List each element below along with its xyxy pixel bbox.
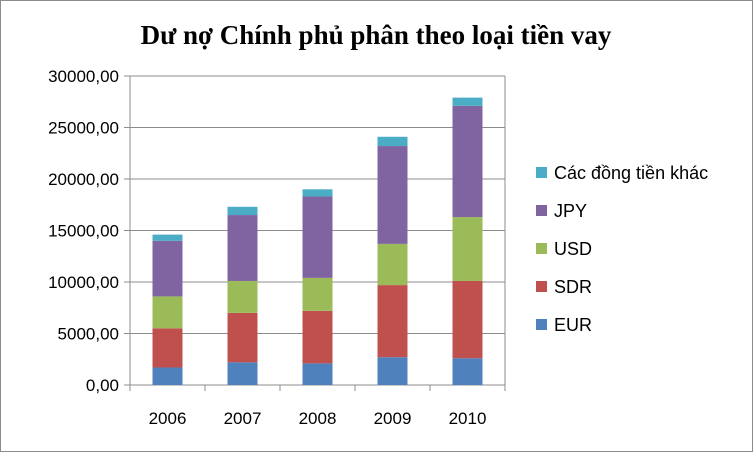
- bar-usd-2008: [302, 277, 333, 311]
- bar-eur-2006: [152, 367, 183, 385]
- bar-các-đồng-tiền-khác-2009: [377, 136, 408, 147]
- y-tick-label: 30000,00: [48, 67, 119, 86]
- bar-usd-2006: [152, 296, 183, 329]
- bar-jpy-2007: [227, 215, 258, 281]
- bar-usd-2007: [227, 280, 258, 313]
- y-tick-label: 10000,00: [48, 273, 119, 292]
- bar-usd-2009: [377, 243, 408, 286]
- bar-usd-2010: [452, 217, 483, 281]
- y-tick-label: 25000,00: [48, 119, 119, 138]
- bar-sdr-2008: [302, 310, 333, 364]
- bar-jpy-2008: [302, 196, 333, 278]
- legend-label: JPY: [554, 201, 587, 221]
- bar-jpy-2010: [452, 105, 483, 218]
- x-tick-label: 2006: [149, 409, 187, 428]
- bar-jpy-2006: [152, 240, 183, 297]
- chart-title: Dư nợ Chính phủ phân theo loại tiền vay: [141, 20, 612, 50]
- y-tick-label: 20000,00: [48, 170, 119, 189]
- legend-swatch-jpy: [536, 205, 547, 216]
- legend: Các đồng tiền khác JPY USD SDR EUR: [536, 163, 708, 335]
- bar-sdr-2009: [377, 285, 408, 358]
- legend-swatch-sdr: [536, 281, 547, 292]
- bar-sdr-2007: [227, 312, 258, 363]
- y-tick-label: 15000,00: [48, 222, 119, 241]
- legend-label: SDR: [554, 277, 592, 297]
- legend-label: EUR: [554, 315, 592, 335]
- y-tick-label: 5000,00: [58, 325, 119, 344]
- bar-eur-2008: [302, 363, 333, 385]
- y-axis: 0,00 5000,00 10000,00 15000,00 20000,00 25000…: [48, 67, 130, 395]
- gridlines: [130, 75, 505, 334]
- legend-label: Các đồng tiền khác: [554, 163, 708, 183]
- legend-swatch-các-đồng-tiền-khác: [536, 167, 547, 178]
- x-tick-label: 2010: [449, 409, 487, 428]
- legend-label: USD: [554, 239, 592, 259]
- y-tick-label: 0,00: [86, 376, 119, 395]
- bar-eur-2007: [227, 362, 258, 385]
- bar-các-đồng-tiền-khác-2007: [227, 206, 258, 216]
- bar-sdr-2010: [452, 280, 483, 359]
- x-tick-label: 2007: [224, 409, 262, 428]
- bar-eur-2010: [452, 358, 483, 385]
- x-tick-label: 2009: [374, 409, 412, 428]
- bar-các-đồng-tiền-khác-2008: [302, 189, 333, 197]
- legend-swatch-eur: [536, 319, 547, 330]
- bar-sdr-2006: [152, 328, 183, 368]
- x-tick-label: 2008: [299, 409, 337, 428]
- bar-các-đồng-tiền-khác-2010: [452, 97, 483, 106]
- x-axis: 2006 2007 2008 2009 2010: [129, 385, 506, 428]
- bar-eur-2009: [377, 357, 408, 385]
- legend-swatch-usd: [536, 243, 547, 254]
- bar-các-đồng-tiền-khác-2006: [152, 234, 183, 241]
- bars: [152, 97, 483, 385]
- bar-jpy-2009: [377, 146, 408, 244]
